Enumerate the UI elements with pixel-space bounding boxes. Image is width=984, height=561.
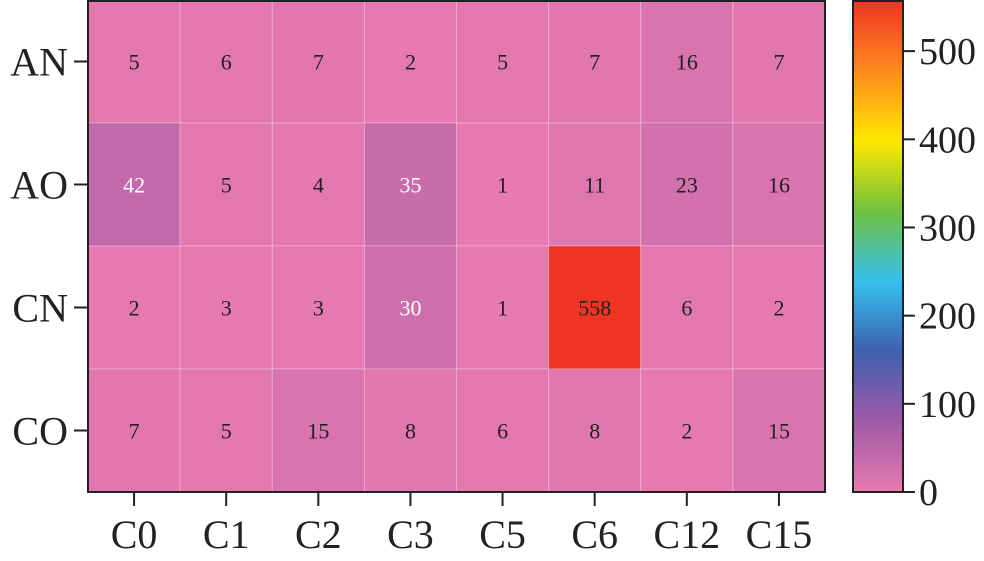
x-tick-label: C5 xyxy=(479,512,526,557)
heatmap-cell xyxy=(456,368,550,493)
cell-value-label: 35 xyxy=(399,173,421,198)
cell-value-label: 558 xyxy=(578,296,611,321)
heatmap-cell xyxy=(548,368,642,493)
cell-value-label: 23 xyxy=(676,173,698,198)
cell-value-label: 30 xyxy=(399,296,421,321)
cell-value-label: 1 xyxy=(497,296,508,321)
y-tick-label: CO xyxy=(12,409,68,454)
colorbar-gradient xyxy=(852,0,904,493)
colorbar-tick-label: 300 xyxy=(919,207,976,249)
cell-value-label: 2 xyxy=(129,296,140,321)
x-tick-label: C3 xyxy=(387,512,434,557)
cell-value-label: 6 xyxy=(221,50,232,75)
cell-value-label: 15 xyxy=(307,419,329,444)
heatmap-cell xyxy=(548,0,642,124)
cell-value-label: 2 xyxy=(681,419,692,444)
heatmap-cell xyxy=(363,122,457,247)
colorbar: 0 100 200 300 400 500 xyxy=(852,0,976,514)
cell-value-label: 5 xyxy=(221,173,232,198)
heatmap-cell xyxy=(87,0,181,124)
heatmap-cell xyxy=(456,0,550,124)
heatmap-cell xyxy=(363,0,457,124)
colorbar-tick-label: 500 xyxy=(919,31,976,73)
heatmap-cell xyxy=(179,0,273,124)
cell-value-label: 6 xyxy=(497,419,508,444)
cell-value-label: 11 xyxy=(584,173,605,198)
heatmap-cell xyxy=(363,245,457,370)
cell-value-label: 3 xyxy=(313,296,324,321)
y-tick-label: AN xyxy=(10,40,68,85)
y-axis: AN AO CN CO xyxy=(10,40,88,454)
colorbar-ticks: 0 100 200 300 400 500 xyxy=(903,31,976,514)
cell-value-label: 5 xyxy=(221,419,232,444)
heatmap-cell xyxy=(179,368,273,493)
heatmap-cell xyxy=(548,245,642,370)
colorbar-tick-label: 200 xyxy=(919,296,976,338)
cell-value-label: 15 xyxy=(768,419,790,444)
y-tick-label: CN xyxy=(12,286,68,331)
cell-value-label: 7 xyxy=(773,50,784,75)
x-tick-label: C1 xyxy=(203,512,250,557)
x-tick-label: C15 xyxy=(746,512,813,557)
cell-value-label: 42 xyxy=(123,173,145,198)
heatmap-cell xyxy=(456,122,550,247)
heatmap-cell xyxy=(179,122,273,247)
x-tick-label: C0 xyxy=(111,512,158,557)
x-tick-label: C6 xyxy=(571,512,618,557)
cell-value-label: 16 xyxy=(768,173,790,198)
heatmap-cell xyxy=(640,0,734,124)
cell-value-label: 7 xyxy=(313,50,324,75)
cell-value-label: 7 xyxy=(129,419,140,444)
cell-value-label: 6 xyxy=(681,296,692,321)
heatmap-cell xyxy=(732,0,826,124)
cell-value-label: 5 xyxy=(129,50,140,75)
heatmap-cell xyxy=(548,122,642,247)
cell-value-label: 8 xyxy=(589,419,600,444)
x-tick-label: C12 xyxy=(653,512,720,557)
heatmap-cell xyxy=(732,122,826,247)
heatmap-cell xyxy=(363,368,457,493)
cell-value-label: 7 xyxy=(589,50,600,75)
cell-value-label: 4 xyxy=(313,173,324,198)
colorbar-tick-label: 100 xyxy=(919,384,976,426)
x-axis: C0 C1 C2 C3 C5 C6 C12 C15 xyxy=(111,492,813,557)
heatmap-cell xyxy=(271,368,365,493)
cell-value-label: 5 xyxy=(497,50,508,75)
cell-value-label: 2 xyxy=(405,50,416,75)
cell-value-label: 2 xyxy=(773,296,784,321)
x-tick-label: C2 xyxy=(295,512,342,557)
cell-value-label: 16 xyxy=(676,50,698,75)
heatmap-cell xyxy=(640,245,734,370)
cell-value-label: 8 xyxy=(405,419,416,444)
heatmap-cell xyxy=(640,122,734,247)
colorbar-tick-label: 400 xyxy=(919,119,976,161)
heatmap-cell xyxy=(271,245,365,370)
cell-value-label: 1 xyxy=(497,173,508,198)
heatmap-cell xyxy=(87,368,181,493)
colorbar-tick-label: 0 xyxy=(919,472,938,514)
heatmap-cell xyxy=(732,368,826,493)
heatmap-cell xyxy=(87,122,181,247)
plot-frame xyxy=(87,0,826,493)
y-tick-label: AO xyxy=(10,163,68,208)
heatmap-cell xyxy=(271,0,365,124)
cell-value-label: 3 xyxy=(221,296,232,321)
heatmap-cells: 5 6 7 2 5 7 16 742 5 4 35 1 11 23 162 3 3 30 1 558 6 27 5 15 8 6 8… xyxy=(87,0,826,493)
